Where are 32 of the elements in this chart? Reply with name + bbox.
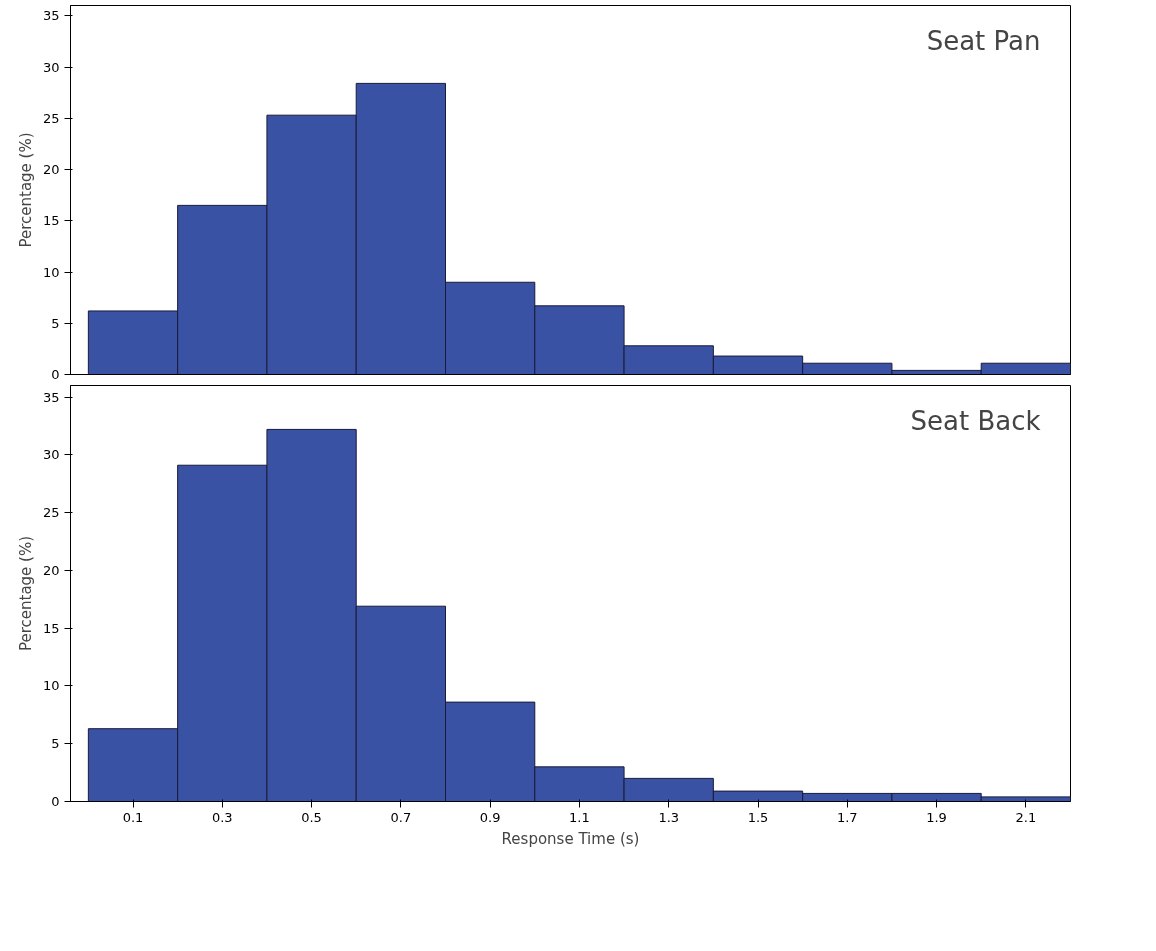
y-tick-label: 5 [51,736,60,752]
y-tick-label: 5 [51,315,60,331]
text: Seat Back [910,405,1041,436]
y-axis-title: Percentage (%) [16,132,35,248]
y-tick-label: 10 [42,264,60,280]
text: Seat Pan [926,25,1041,56]
y-tick-label: 35 [42,8,60,24]
y-tick-label: 30 [42,447,60,463]
x-tick-label: 0.1 [122,809,144,825]
x-tick-label: 0.3 [211,809,233,825]
x-tick-label: 1.3 [658,809,680,825]
x-tick-label: 1.1 [569,809,590,825]
x-tick-label: 0.7 [390,809,412,825]
y-tick-label: 25 [42,110,60,126]
y-axis-title: Percentage (%) [16,535,35,652]
y-tick-label: 10 [42,678,60,694]
x-tick-label: 0.5 [301,809,322,825]
y-tick-label: 35 [42,389,60,405]
x-tick-label: 1.7 [836,809,858,825]
x-tick-label: 0.9 [479,809,501,825]
y-tick-label: 20 [42,162,60,177]
y-tick-label: 25 [42,505,60,521]
y-tick-label: 15 [42,620,60,636]
y-tick-label: 30 [42,59,60,75]
x-axis-title: Response Time (s) [501,829,640,848]
y-tick-label: 0 [51,367,60,382]
x-tick-label: 1.5 [747,809,769,825]
y-tick-label: 15 [42,213,60,229]
x-tick-label: 2.1 [1015,809,1037,825]
y-tick-label: 20 [42,562,60,578]
x-tick-label: 1.9 [926,809,947,825]
y-tick-label: 0 [51,794,60,809]
